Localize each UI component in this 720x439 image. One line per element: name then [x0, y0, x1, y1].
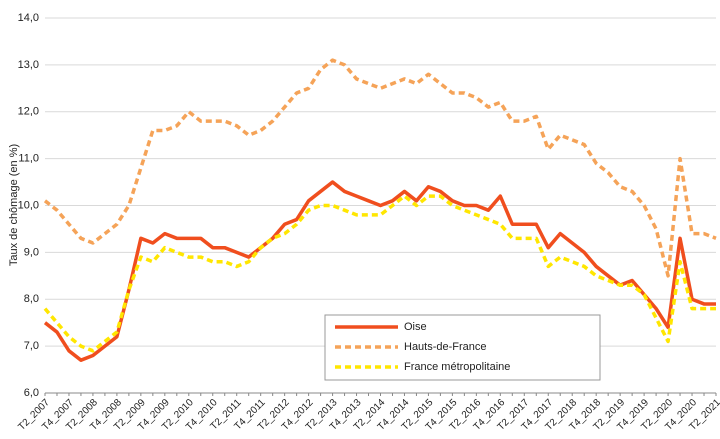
- series-line: [43, 180, 716, 362]
- legend-label: Oise: [404, 321, 427, 333]
- y-tick-label: 11,0: [18, 153, 39, 165]
- y-tick-label: 13,0: [18, 59, 39, 71]
- series-line: [43, 58, 717, 278]
- y-tick-label: 8,0: [24, 293, 39, 305]
- series-line: [43, 194, 716, 353]
- legend-label: France métropolitaine: [404, 361, 510, 373]
- legend-label: Hauts-de-France: [404, 341, 487, 353]
- y-tick-label: 9,0: [24, 246, 39, 258]
- y-tick-label: 7,0: [24, 340, 39, 352]
- y-axis-label: Taux de chômage (en %): [8, 144, 20, 266]
- y-tick-label: 12,0: [18, 106, 39, 118]
- y-tick-label: 14,0: [18, 12, 39, 24]
- y-tick-label: 6,0: [24, 387, 39, 399]
- y-tick-label: 10,0: [18, 199, 39, 211]
